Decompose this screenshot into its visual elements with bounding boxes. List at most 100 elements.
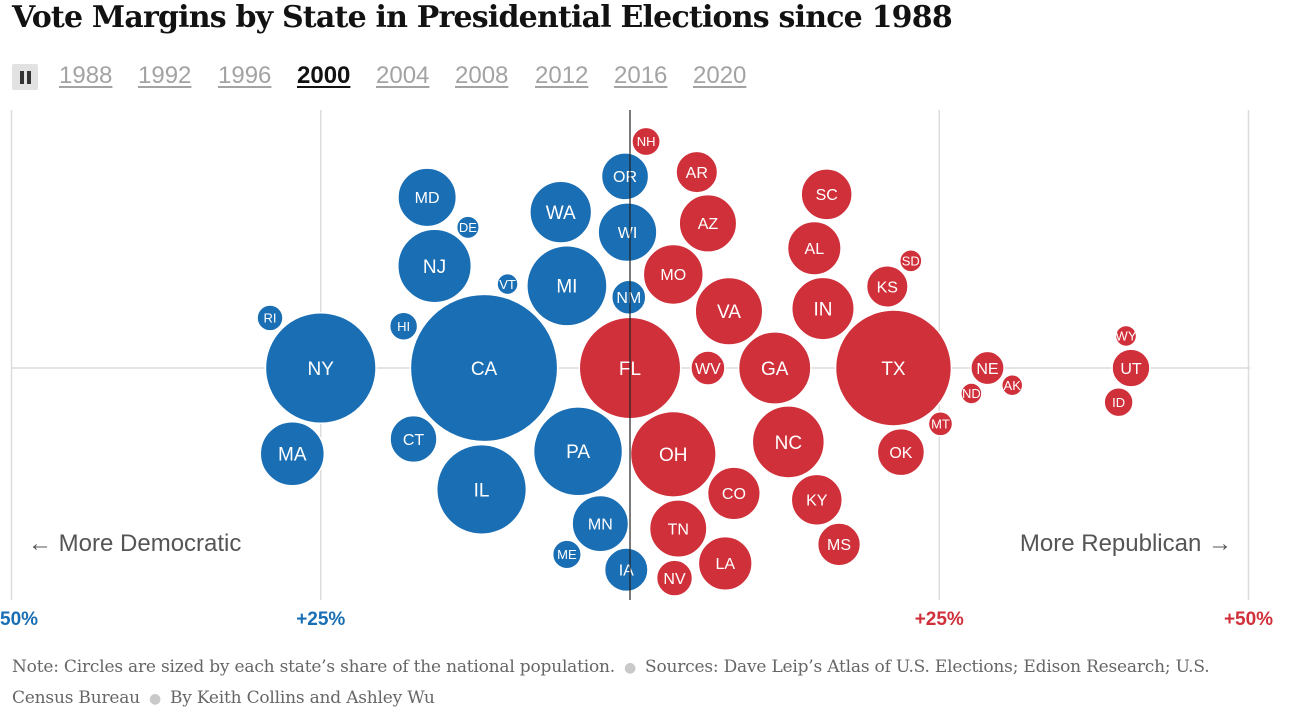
state-label-mn: MN (588, 516, 613, 533)
state-bubble-hi (388, 311, 419, 341)
state-bubble-ks (865, 265, 909, 309)
state-bubble-mn (571, 494, 630, 553)
state-bubble-wa (529, 180, 593, 244)
state-bubble-il (435, 443, 528, 536)
state-label-or: OR (613, 169, 637, 186)
state-bubble-la (697, 535, 753, 592)
state-label-va: VA (717, 302, 741, 323)
state-bubble-ct (389, 414, 438, 464)
tab-year-2004[interactable]: 2004 (376, 62, 430, 89)
state-label-de: DE (459, 220, 477, 235)
pause-icon-bar (27, 71, 31, 84)
state-label-la: LA (715, 556, 735, 573)
state-label-in: IN (813, 299, 832, 320)
state-bubble-ky (790, 473, 844, 527)
chart-note: Note: Circles are sized by each state’s … (12, 652, 1252, 714)
state-bubble-mi (526, 245, 608, 327)
state-label-ky: KY (806, 493, 828, 510)
state-label-md: MD (415, 190, 440, 207)
state-bubble-ms (816, 522, 862, 567)
state-bubble-in (790, 276, 855, 341)
state-label-me: ME (557, 547, 577, 562)
annotation-more-democratic: ← More Democratic (28, 530, 241, 557)
state-bubble-nj (397, 228, 473, 304)
state-label-oh: OH (659, 445, 688, 466)
state-label-wi: WI (618, 225, 638, 242)
separator-dot: ● (623, 660, 637, 676)
state-label-ar: AR (686, 165, 708, 182)
state-bubble-va (694, 276, 764, 346)
state-label-sd: SD (902, 254, 920, 269)
tab-year-2000[interactable]: 2000 (297, 62, 351, 89)
state-label-co: CO (722, 486, 746, 503)
state-bubble-nv (655, 559, 694, 597)
state-label-wa: WA (546, 203, 576, 224)
tab-year-1992[interactable]: 1992 (138, 62, 192, 89)
state-bubble-mo (642, 243, 705, 306)
bubble-chart: PA MO WI IL NJ AZ NC VT IA AR LA TX NH AL NY WV WY HI CA NE… (0, 110, 1273, 630)
state-label-ak: AK (1004, 378, 1022, 393)
separator-dot: ● (148, 691, 161, 707)
state-bubble-nm (610, 279, 647, 316)
state-bubble-wv (690, 350, 726, 386)
state-label-nd: ND (962, 386, 981, 401)
state-bubble-ar (675, 150, 719, 194)
state-bubble-pa (532, 406, 624, 497)
x-tick-label: +50% (1224, 609, 1273, 630)
state-label-ks: KS (877, 279, 898, 296)
note-sources: Sources: Dave Leip’s Atlas of U.S. Elect… (12, 657, 1210, 708)
state-bubble-tx (834, 309, 953, 427)
state-label-mo: MO (660, 267, 686, 284)
state-bubble-al (786, 220, 842, 276)
state-label-ca: CA (471, 359, 498, 380)
state-label-tx: TX (881, 359, 906, 380)
state-bubble-nh (631, 126, 661, 157)
state-label-ri: RI (264, 311, 277, 326)
pause-button[interactable] (12, 64, 38, 90)
state-bubble-wi (597, 202, 658, 263)
state-label-mt: MT (931, 417, 950, 432)
state-label-vt: VT (499, 277, 516, 292)
state-label-nj: NJ (423, 257, 446, 278)
state-bubble-wy (1114, 324, 1138, 348)
state-label-ok: OK (889, 445, 912, 462)
tab-year-2008[interactable]: 2008 (455, 62, 509, 89)
state-bubble-or (600, 152, 650, 201)
state-label-ga: GA (761, 359, 789, 380)
state-label-ne: NE (976, 361, 998, 378)
state-label-il: IL (474, 480, 490, 501)
x-tick-label: +25% (915, 609, 964, 630)
x-tick-label: 50% (0, 609, 38, 630)
state-bubble-tn (648, 499, 708, 558)
state-label-ut: UT (1120, 361, 1142, 378)
state-bubble-ne (970, 350, 1005, 386)
state-bubble-co (706, 466, 762, 521)
tab-year-1996[interactable]: 1996 (218, 62, 272, 89)
state-label-nm: NM (616, 290, 641, 307)
state-bubble-mt (927, 411, 954, 437)
tab-year-2016[interactable]: 2016 (614, 62, 668, 89)
state-label-al: AL (805, 241, 825, 258)
state-label-hi: HI (397, 319, 410, 334)
state-bubble-ok (876, 427, 926, 477)
state-bubble-md (397, 167, 458, 228)
state-bubble-nc (751, 405, 826, 479)
state-bubble-ca (409, 293, 559, 443)
state-bubble-sc (800, 168, 853, 221)
state-label-wv: WV (695, 361, 721, 378)
state-bubble-ut (1111, 348, 1151, 388)
tab-year-2012[interactable]: 2012 (535, 62, 589, 89)
state-bubble-ny (264, 311, 377, 425)
state-bubble-de (455, 215, 480, 240)
tab-year-1988[interactable]: 1988 (59, 62, 113, 89)
state-label-id: ID (1112, 395, 1125, 410)
tab-year-2020[interactable]: 2020 (693, 62, 747, 89)
state-bubble-ga (737, 331, 812, 405)
state-label-ny: NY (308, 359, 335, 380)
note-size: Note: Circles are sized by each state’s … (12, 657, 615, 677)
state-bubble-me (551, 539, 582, 570)
state-label-sc: SC (816, 187, 838, 204)
state-bubble-vt (496, 272, 519, 296)
state-label-wy: WY (1116, 329, 1137, 344)
state-bubble-sd (898, 249, 923, 273)
